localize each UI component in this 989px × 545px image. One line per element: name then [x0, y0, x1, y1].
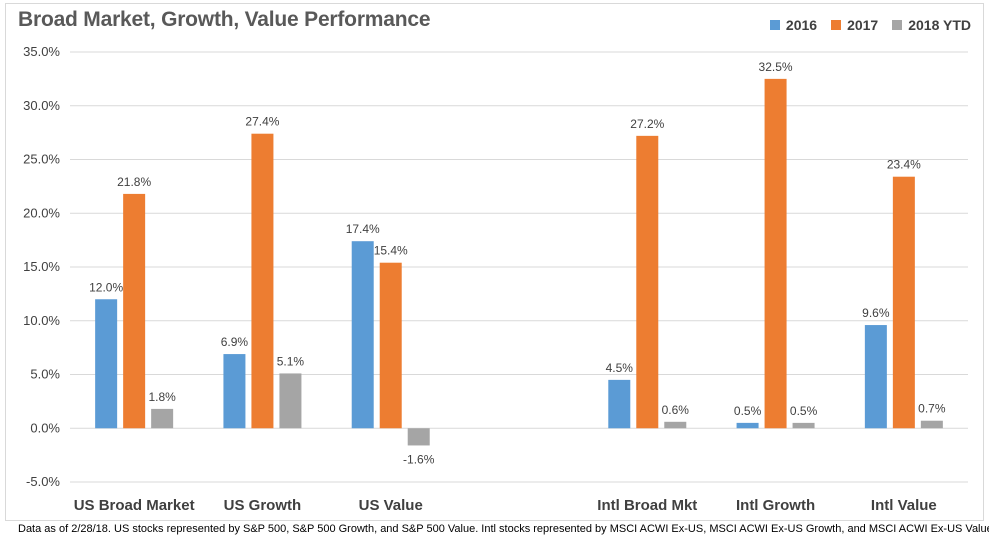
bar — [223, 354, 246, 429]
legend-label-2018-ytd: 2018 YTD — [908, 17, 971, 33]
data-label: 23.4% — [887, 158, 921, 172]
y-tick-label: 5.0% — [30, 367, 60, 382]
legend-swatch-2016 — [769, 20, 780, 30]
y-tick-label: 25.0% — [23, 152, 60, 167]
bar — [736, 422, 759, 429]
y-tick-label: 0.0% — [30, 420, 60, 435]
x-category-label: US Growth — [224, 497, 302, 514]
x-category-label: Intl Growth — [736, 497, 815, 514]
bar-chart: -5.0% 0.0% 5.0% 10.0% 15.0% 20.0% 25.0% 30.0% 35… — [23, 44, 968, 514]
bar — [664, 421, 687, 429]
data-label: 4.5% — [606, 361, 634, 375]
data-label: 5.1% — [277, 354, 305, 368]
x-category-label: US Value — [359, 497, 423, 514]
data-label: 0.5% — [790, 404, 818, 418]
x-category-label: Intl Value — [871, 497, 937, 514]
legend-item-2016: 2016 — [769, 17, 818, 33]
bar — [351, 241, 374, 429]
bar — [792, 422, 815, 429]
data-label: 12.0% — [89, 280, 123, 294]
x-category-label: US Broad Market — [74, 497, 195, 514]
bar — [407, 428, 430, 446]
y-tick-label: 15.0% — [23, 259, 60, 274]
data-label: 0.6% — [662, 403, 690, 417]
bar — [251, 133, 274, 429]
legend-label-2016: 2016 — [785, 17, 818, 33]
data-label: 9.6% — [862, 306, 890, 320]
data-label: 27.2% — [630, 117, 664, 131]
data-label: 17.4% — [346, 222, 380, 236]
bar — [123, 193, 146, 429]
data-label: 6.9% — [221, 335, 249, 349]
bar — [764, 78, 787, 429]
bar — [636, 135, 659, 429]
legend-item-2017: 2017 — [831, 17, 878, 33]
data-label: 1.8% — [148, 390, 176, 404]
y-tick-label: 30.0% — [23, 98, 60, 113]
bar — [151, 408, 174, 429]
legend-item-2018-ytd: 2018 YTD — [892, 17, 971, 33]
bar — [379, 262, 402, 429]
y-tick-label: 20.0% — [23, 205, 60, 220]
chart-legend: 2016 2017 2018 YTD — [769, 17, 971, 33]
data-label: 32.5% — [759, 60, 793, 74]
data-label: 0.7% — [918, 402, 946, 416]
bar — [279, 373, 302, 429]
bar — [892, 176, 915, 429]
x-category-label: Intl Broad Mkt — [597, 497, 697, 514]
bar — [920, 420, 943, 429]
y-tick-label: 10.0% — [23, 313, 60, 328]
data-label: 0.5% — [734, 404, 762, 418]
data-label: 21.8% — [117, 175, 151, 189]
data-label: 15.4% — [374, 244, 408, 258]
data-label: -1.6% — [403, 452, 435, 466]
y-tick-label: 35.0% — [23, 44, 60, 59]
bar — [95, 299, 118, 429]
chart-frame — [5, 3, 984, 521]
footnote: Data as of 2/28/18. US stocks represente… — [18, 523, 989, 535]
legend-swatch-2018-ytd — [892, 20, 903, 30]
bar — [864, 325, 887, 429]
legend-swatch-2017 — [831, 20, 842, 30]
legend-label-2017: 2017 — [847, 17, 879, 33]
y-tick-label: -5.0% — [26, 474, 60, 489]
chart-title: Broad Market, Growth, Value Performance — [18, 8, 431, 31]
bar — [608, 379, 631, 429]
data-label: 27.4% — [245, 115, 279, 129]
